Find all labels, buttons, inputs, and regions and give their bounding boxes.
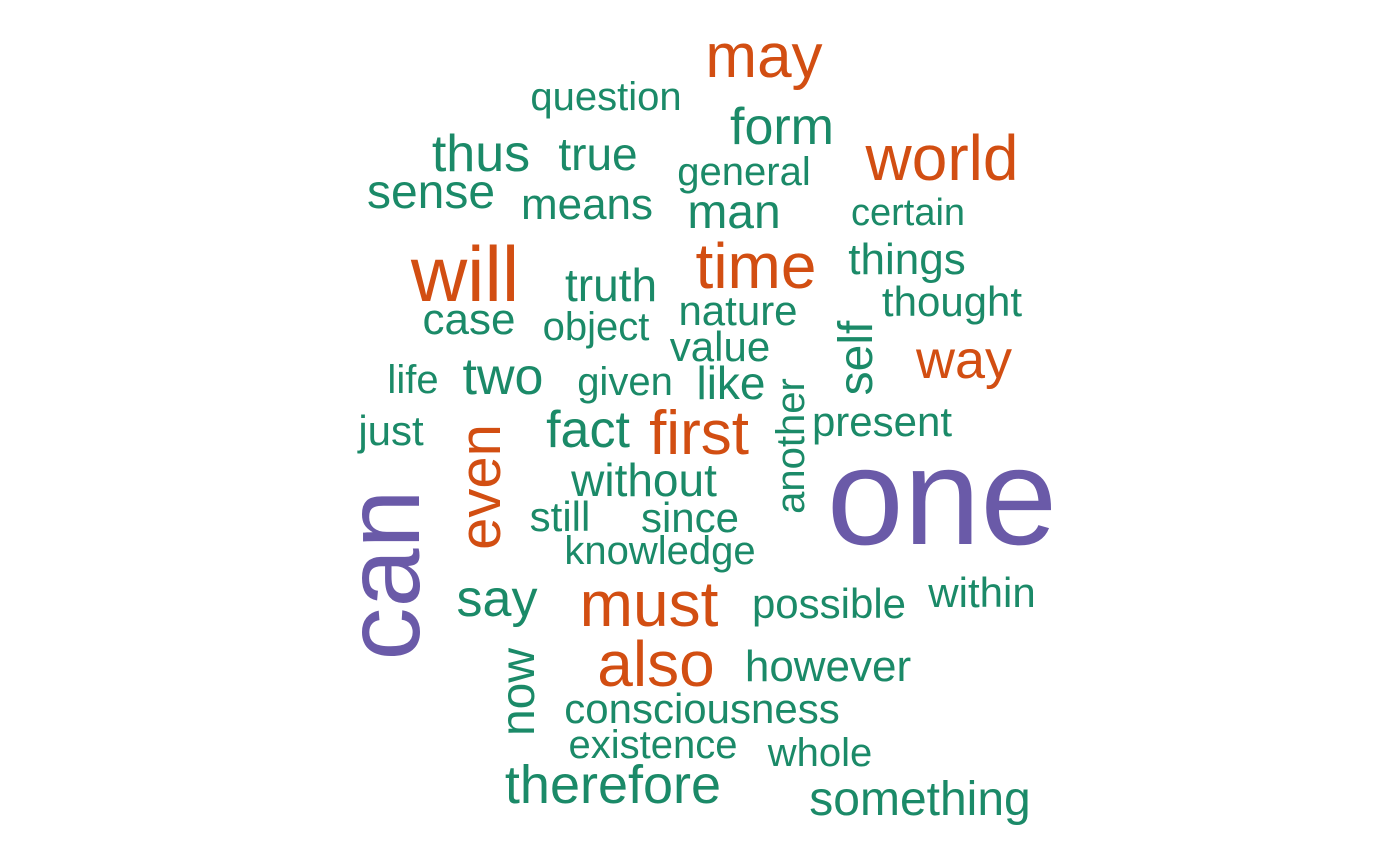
- word-existence: existence: [568, 723, 738, 767]
- word-thus: thus: [431, 125, 531, 183]
- word-possible: possible: [751, 580, 907, 627]
- word-truth: truth: [564, 259, 658, 311]
- word-still: still: [529, 493, 591, 540]
- word-case: case: [422, 295, 516, 344]
- word-two: two: [462, 348, 544, 406]
- word-another: another: [769, 378, 813, 514]
- word-must: must: [579, 568, 719, 640]
- word-since: since: [640, 494, 740, 541]
- word-one: one: [826, 420, 1058, 574]
- word-whole: whole: [767, 731, 873, 775]
- word-general: general: [677, 150, 811, 194]
- word-knowledge: knowledge: [564, 529, 756, 573]
- word-therefore: therefore: [504, 755, 722, 815]
- word-like: like: [696, 357, 766, 409]
- word-first: first: [649, 399, 749, 468]
- word-may: may: [705, 22, 823, 91]
- word-question: question: [530, 75, 682, 119]
- word-also: also: [597, 628, 715, 700]
- word-say: say: [456, 570, 538, 628]
- word-object: object: [542, 305, 650, 349]
- word-means: means: [520, 180, 654, 229]
- word-self: self: [830, 320, 883, 396]
- word-thought: thought: [881, 278, 1023, 325]
- word-certain: certain: [850, 192, 966, 234]
- word-form: form: [730, 98, 834, 156]
- word-within: within: [928, 569, 1036, 616]
- word-sense: sense: [366, 166, 496, 219]
- word-things: things: [848, 235, 966, 284]
- word-man: man: [687, 186, 781, 239]
- word-will: will: [410, 230, 520, 318]
- word-without: without: [571, 454, 717, 506]
- word-value: value: [669, 323, 771, 370]
- word-given: given: [577, 360, 673, 404]
- word-true: true: [558, 128, 638, 180]
- word-just: just: [358, 407, 424, 454]
- word-can: can: [324, 489, 442, 661]
- word-world: world: [865, 122, 1019, 194]
- word-fact: fact: [546, 401, 630, 459]
- word-even: even: [448, 424, 513, 550]
- word-time: time: [695, 230, 817, 302]
- word-present: present: [811, 398, 953, 445]
- word-life: life: [387, 358, 439, 402]
- word-consciousness: consciousness: [564, 685, 840, 732]
- word-way: way: [915, 330, 1013, 390]
- word-now: now: [492, 647, 545, 737]
- word-however: however: [744, 642, 912, 691]
- word-something: something: [809, 773, 1031, 826]
- word-nature: nature: [678, 287, 798, 334]
